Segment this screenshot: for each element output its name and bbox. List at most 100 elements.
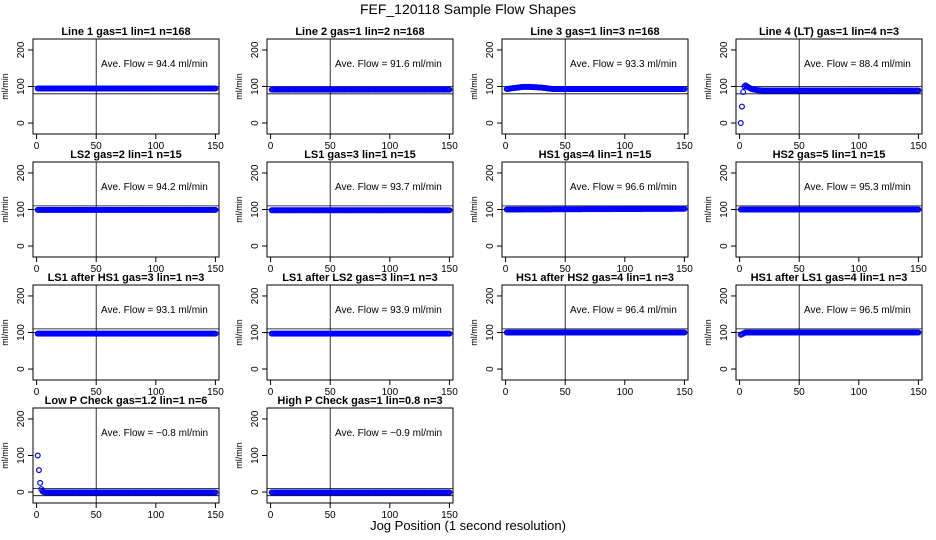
y-tick-label: 0 <box>719 243 730 249</box>
x-tick-label: 0 <box>34 264 40 275</box>
y-tick-label: 200 <box>250 164 261 181</box>
y-tick-label: 100 <box>250 447 261 464</box>
x-tick-label: 100 <box>147 264 164 275</box>
panel-title: HS2 gas=5 lin=1 n=15 <box>773 149 886 161</box>
data-point <box>681 86 688 93</box>
x-tick-label: 0 <box>503 387 509 398</box>
x-tick-label: 100 <box>147 141 164 152</box>
y-tick-label: 200 <box>16 410 27 427</box>
panel-title: Line 1 gas=1 lin=1 n=168 <box>61 26 190 38</box>
panel-12: HS1 after LS1 gas=4 lin=1 n=3 Ave. Flow =… <box>703 272 927 398</box>
figure-x-axis-label: Jog Position (1 second resolution) <box>370 518 566 533</box>
panel-title: HS1 after LS1 gas=4 lin=1 n=3 <box>751 272 908 284</box>
y-tick-label: 200 <box>16 287 27 304</box>
x-tick-label: 0 <box>737 141 743 152</box>
y-tick-label: 0 <box>250 120 261 126</box>
panel-3: Line 3 gas=1 lin=3 n=168 Ave. Flow = 93.3… <box>469 26 693 152</box>
x-tick-label: 100 <box>381 510 398 521</box>
x-tick-label: 150 <box>441 141 458 152</box>
x-tick-label: 150 <box>676 387 693 398</box>
panel-2: Line 2 gas=1 lin=2 n=168 Ave. Flow = 91.6… <box>234 26 458 152</box>
y-tick-label: 200 <box>485 164 496 181</box>
y-tick-label: 200 <box>16 41 27 58</box>
x-tick-label: 50 <box>91 510 103 521</box>
panel-9: LS1 after HS1 gas=3 lin=1 n=3 Ave. Flow =… <box>0 272 224 398</box>
y-tick-label: 0 <box>16 120 27 126</box>
panel-title: Line 2 gas=1 lin=2 n=168 <box>295 26 424 38</box>
y-tick-label: 0 <box>719 120 730 126</box>
y-tick-label: 100 <box>485 324 496 341</box>
panel-title: HS1 after HS2 gas=4 lin=1 n=3 <box>516 272 674 284</box>
panel-6: LS1 gas=3 lin=1 n=15 Ave. Flow = 93.7 ml/… <box>234 149 458 275</box>
panel-14: High P Check gas=1 lin=0.8 n=3 Ave. Flow … <box>234 395 458 521</box>
y-tick-label: 200 <box>250 287 261 304</box>
y-axis-label: ml/min <box>234 319 244 346</box>
y-tick-label: 200 <box>250 410 261 427</box>
x-tick-label: 0 <box>737 387 743 398</box>
x-tick-label: 100 <box>616 264 633 275</box>
panel-13: Low P Check gas=1.2 lin=1 n=6 Ave. Flow =… <box>0 395 224 521</box>
data-point <box>34 452 41 459</box>
y-tick-label: 0 <box>485 366 496 372</box>
panel-8: HS2 gas=5 lin=1 n=15 Ave. Flow = 95.3 ml/… <box>703 149 927 275</box>
panel-10: LS1 after LS2 gas=3 lin=1 n=3 Ave. Flow =… <box>234 272 458 398</box>
y-axis-label: ml/min <box>469 73 479 100</box>
x-tick-label: 100 <box>850 264 867 275</box>
y-axis-label: ml/min <box>703 196 713 223</box>
y-tick-label: 200 <box>719 164 730 181</box>
x-tick-label: 100 <box>381 141 398 152</box>
y-tick-label: 0 <box>485 120 496 126</box>
y-tick-label: 100 <box>16 78 27 95</box>
x-tick-label: 100 <box>381 264 398 275</box>
x-tick-label: 150 <box>207 141 224 152</box>
data-point <box>212 85 219 92</box>
panel-title: LS1 after LS2 gas=3 lin=1 n=3 <box>282 272 438 284</box>
x-tick-label: 100 <box>616 387 633 398</box>
data-point <box>446 330 453 337</box>
x-tick-label: 100 <box>850 141 867 152</box>
y-axis-label: ml/min <box>0 442 10 469</box>
panel-4: Line 4 (LT) gas=1 lin=4 n=3 Ave. Flow = 8… <box>703 26 927 152</box>
x-tick-label: 0 <box>34 387 40 398</box>
average-flow-annotation: Ave. Flow = 93.9 ml/min <box>335 305 442 316</box>
x-tick-label: 150 <box>910 264 927 275</box>
average-flow-annotation: Ave. Flow = 96.4 ml/min <box>570 305 677 316</box>
x-tick-label: 100 <box>147 510 164 521</box>
average-flow-annotation: Ave. Flow = 95.3 ml/min <box>804 182 911 193</box>
y-tick-label: 100 <box>16 201 27 218</box>
data-point <box>446 86 453 93</box>
average-flow-annotation: Ave. Flow = 93.1 ml/min <box>101 305 208 316</box>
y-tick-label: 0 <box>16 243 27 249</box>
data-point <box>737 120 744 127</box>
x-tick-label: 150 <box>207 264 224 275</box>
y-tick-label: 0 <box>16 489 27 495</box>
y-tick-label: 0 <box>485 243 496 249</box>
data-point <box>212 330 219 337</box>
y-tick-label: 200 <box>719 287 730 304</box>
y-axis-label: ml/min <box>234 73 244 100</box>
y-tick-label: 0 <box>16 366 27 372</box>
x-tick-label: 0 <box>268 387 274 398</box>
x-tick-label: 150 <box>676 141 693 152</box>
average-flow-annotation: Ave. Flow = 88.4 ml/min <box>804 59 911 70</box>
y-tick-label: 100 <box>16 447 27 464</box>
average-flow-annotation: Ave. Flow = 96.6 ml/min <box>570 182 677 193</box>
y-tick-label: 200 <box>719 41 730 58</box>
x-tick-label: 50 <box>325 264 337 275</box>
x-tick-label: 50 <box>325 387 337 398</box>
x-tick-label: 100 <box>147 387 164 398</box>
y-axis-label: ml/min <box>469 196 479 223</box>
y-tick-label: 100 <box>250 324 261 341</box>
data-point <box>915 329 922 336</box>
x-tick-label: 0 <box>503 141 509 152</box>
x-tick-label: 150 <box>676 264 693 275</box>
average-flow-annotation: Ave. Flow = 93.3 ml/min <box>570 59 677 70</box>
x-tick-label: 0 <box>268 510 274 521</box>
panel-title: High P Check gas=1 lin=0.8 n=3 <box>277 395 442 407</box>
y-axis-label: ml/min <box>703 73 713 100</box>
x-tick-label: 100 <box>850 387 867 398</box>
y-tick-label: 100 <box>250 78 261 95</box>
x-tick-label: 50 <box>794 387 806 398</box>
y-tick-label: 0 <box>250 489 261 495</box>
panel-11: HS1 after HS2 gas=4 lin=1 n=3 Ave. Flow =… <box>469 272 693 398</box>
